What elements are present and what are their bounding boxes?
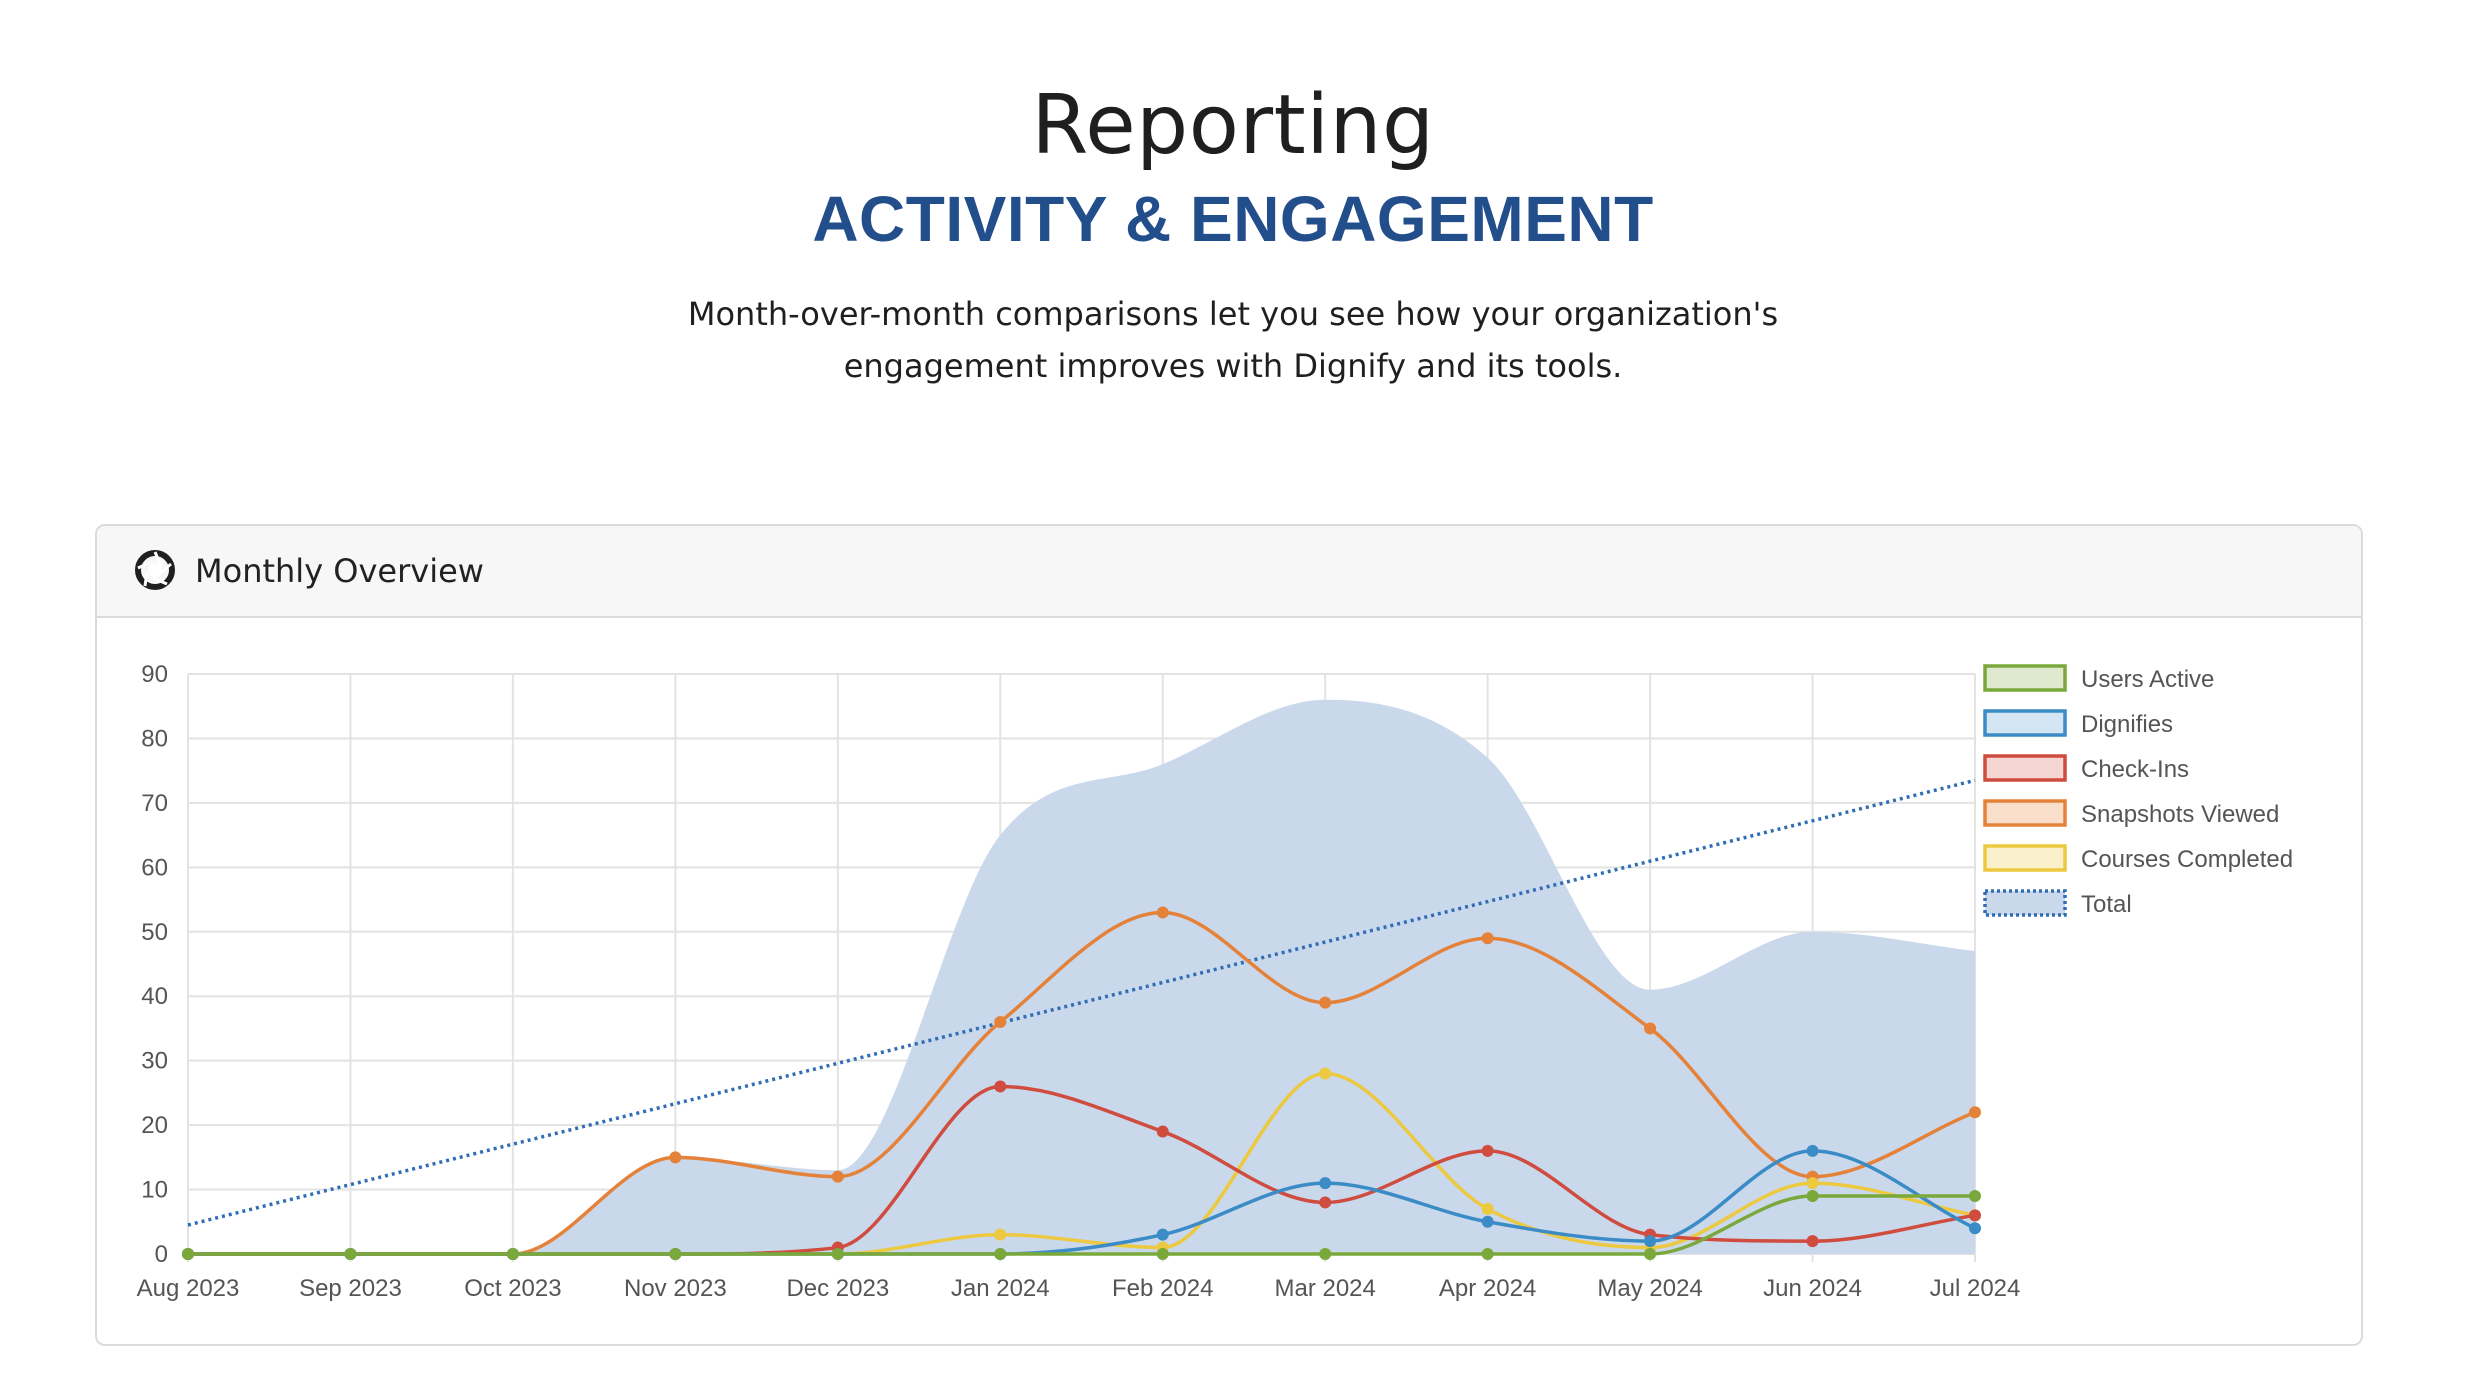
legend-item-total: Total — [1983, 889, 2132, 918]
data-point-users-active — [1481, 1248, 1494, 1260]
legend-label: Snapshots Viewed — [2081, 801, 2279, 828]
x-tick-label: Oct 2023 — [464, 1275, 561, 1302]
data-point-users-active — [1969, 1190, 1981, 1202]
card-header: Monthly Overview — [97, 526, 2361, 618]
data-point-courses-completed — [1481, 1202, 1494, 1215]
x-tick-label: May 2024 — [1597, 1275, 1702, 1302]
series-users-active — [182, 1190, 1981, 1260]
y-tick-label: 90 — [141, 661, 168, 688]
card-title: Monthly Overview — [195, 552, 484, 590]
x-tick-label: Aug 2023 — [137, 1275, 240, 1302]
data-point-dignifies — [1481, 1215, 1494, 1228]
x-tick-label: Dec 2023 — [786, 1275, 889, 1302]
data-point-snapshots-viewed — [831, 1170, 844, 1183]
data-point-snapshots-viewed — [1319, 996, 1332, 1009]
legend-item-dignifies: Dignifies — [1983, 709, 2173, 738]
y-tick-label: 60 — [141, 854, 168, 881]
legend-item-check-ins: Check-Ins — [1983, 754, 2189, 783]
data-point-users-active — [506, 1248, 519, 1260]
series-line-users-active — [188, 1194, 1975, 1256]
legend-label: Dignifies — [2081, 711, 2173, 738]
y-tick-label: 70 — [141, 790, 168, 817]
data-point-check-ins — [1319, 1196, 1332, 1209]
page-subtitle: ACTIVITY & ENGAGEMENT — [812, 183, 1654, 255]
data-point-check-ins — [1156, 1125, 1169, 1138]
x-tick-label: Mar 2024 — [1274, 1275, 1375, 1302]
series-total-area — [188, 699, 1975, 1254]
data-point-users-active — [344, 1248, 357, 1260]
data-point-dignifies — [1319, 1177, 1332, 1190]
data-point-check-ins — [1969, 1209, 1981, 1222]
legend-label: Total — [2081, 891, 2132, 918]
data-point-courses-completed — [994, 1228, 1007, 1241]
data-point-snapshots-viewed — [1644, 1022, 1657, 1035]
data-point-snapshots-viewed — [669, 1151, 682, 1164]
data-point-dignifies — [1806, 1144, 1819, 1157]
data-point-users-active — [1644, 1248, 1657, 1260]
x-tick-label: Jan 2024 — [951, 1275, 1050, 1302]
legend-swatch — [1983, 844, 2067, 872]
data-point-snapshots-viewed — [1969, 1106, 1981, 1119]
data-point-check-ins — [994, 1080, 1007, 1093]
x-tick-label: Feb 2024 — [1112, 1275, 1213, 1302]
y-tick-label: 50 — [141, 919, 168, 946]
description-line-1: Month-over-month comparisons let you see… — [687, 295, 1779, 333]
data-point-dignifies — [1969, 1222, 1981, 1235]
page-description: Month-over-month comparisons let you see… — [633, 288, 1833, 392]
legend-swatch — [1983, 754, 2067, 782]
x-tick-label: Jun 2024 — [1763, 1275, 1862, 1302]
y-tick-label: 80 — [141, 725, 168, 752]
description-line-2: engagement improves with Dignify and its… — [843, 347, 1623, 385]
monthly-overview-chart: 0 10 20 30 40 50 60 70 80 90 Aug 2023 Sep 2023 Oct 2… — [137, 661, 2293, 1302]
data-point-snapshots-viewed — [1481, 932, 1494, 945]
x-tick-label: Apr 2024 — [1439, 1275, 1536, 1302]
legend-item-courses-completed: Courses Completed — [1983, 844, 2293, 873]
data-point-users-active — [1806, 1190, 1819, 1202]
data-point-dignifies — [1156, 1228, 1169, 1241]
legend-label: Check-Ins — [2081, 756, 2189, 783]
data-point-users-active — [1156, 1248, 1169, 1260]
data-point-courses-completed — [1806, 1177, 1819, 1190]
y-tick-label: 0 — [155, 1241, 168, 1268]
legend-swatch — [1983, 709, 2067, 737]
data-point-users-active — [669, 1248, 682, 1260]
y-tick-label: 40 — [141, 983, 168, 1010]
y-tick-label: 30 — [141, 1048, 168, 1075]
legend-item-users-active: Users Active — [1983, 664, 2214, 693]
data-point-users-active — [831, 1248, 844, 1260]
legend-swatch — [1983, 889, 2067, 917]
data-point-users-active — [1319, 1248, 1332, 1260]
data-point-users-active — [182, 1248, 194, 1260]
x-tick-label: Sep 2023 — [299, 1275, 402, 1302]
x-tick-label: Jul 2024 — [1930, 1275, 2021, 1302]
data-point-courses-completed — [1319, 1067, 1332, 1080]
data-point-snapshots-viewed — [1156, 906, 1169, 919]
y-tick-label: 20 — [141, 1112, 168, 1139]
monthly-overview-card: Monthly Overview 0 10 20 30 40 50 60 70 80 90 Aug … — [95, 524, 2363, 1346]
data-point-check-ins — [1806, 1235, 1819, 1248]
x-tick-label: Nov 2023 — [624, 1275, 727, 1302]
page-title: Reporting — [1031, 78, 1435, 173]
legend-item-snapshots-viewed: Snapshots Viewed — [1983, 799, 2279, 828]
data-point-dignifies — [1644, 1235, 1657, 1248]
legend-swatch — [1983, 799, 2067, 827]
aperture-icon — [135, 550, 175, 590]
data-point-users-active — [994, 1248, 1007, 1260]
legend-swatch — [1983, 664, 2067, 692]
legend-label: Users Active — [2081, 666, 2214, 693]
data-point-snapshots-viewed — [994, 1016, 1007, 1028]
legend-label: Courses Completed — [2081, 846, 2293, 873]
y-tick-label: 10 — [141, 1177, 168, 1204]
data-point-check-ins — [1481, 1144, 1494, 1157]
series-total-trendline — [187, 778, 1976, 1227]
